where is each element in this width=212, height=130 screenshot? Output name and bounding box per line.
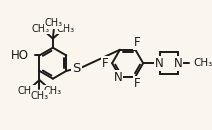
Text: CH₃: CH₃ (45, 18, 63, 28)
Text: N: N (155, 57, 164, 70)
Text: N: N (173, 57, 182, 70)
Text: S: S (72, 62, 81, 75)
Text: N: N (114, 71, 123, 84)
Text: F: F (102, 57, 108, 70)
Text: CH₃: CH₃ (57, 24, 75, 34)
Text: F: F (134, 36, 141, 49)
Text: CH₃: CH₃ (43, 86, 61, 96)
Text: F: F (134, 77, 141, 90)
Text: HO: HO (11, 49, 29, 62)
Text: CH₃: CH₃ (30, 90, 49, 100)
Text: CH₃: CH₃ (31, 24, 49, 34)
Text: CH₃: CH₃ (193, 58, 212, 68)
Text: CH₃: CH₃ (18, 86, 36, 96)
